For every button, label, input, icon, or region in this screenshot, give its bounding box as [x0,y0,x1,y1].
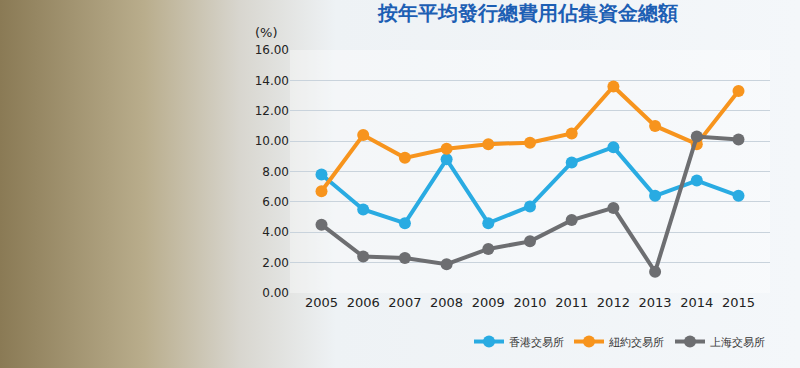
svg-text:2012: 2012 [597,295,630,310]
svg-text:14.00: 14.00 [255,74,289,88]
svg-text:12.00: 12.00 [255,104,289,118]
svg-text:2013: 2013 [639,295,672,310]
svg-text:8.00: 8.00 [262,165,289,179]
svg-text:2008: 2008 [430,295,463,310]
svg-text:10.00: 10.00 [255,134,289,148]
svg-text:2010: 2010 [513,295,546,310]
svg-text:16.00: 16.00 [255,43,289,57]
svg-text:2006: 2006 [347,295,380,310]
svg-text:(%): (%) [255,25,278,40]
svg-text:4.00: 4.00 [262,225,289,239]
svg-text:2015: 2015 [722,295,755,310]
svg-text:2005: 2005 [305,295,338,310]
svg-text:按年平均發行總費用佔集資金總額: 按年平均發行總費用佔集資金總額 [377,1,678,25]
svg-text:0.00: 0.00 [262,286,289,300]
svg-text:2011: 2011 [555,295,588,310]
svg-text:2.00: 2.00 [262,256,289,270]
svg-text:2009: 2009 [472,295,505,310]
svg-text:6.00: 6.00 [262,195,289,209]
svg-text:香港交易所: 香港交易所 [509,336,564,349]
svg-text:2014: 2014 [680,295,713,310]
svg-text:2007: 2007 [388,295,421,310]
svg-text:上海交易所: 上海交易所 [710,336,765,349]
svg-text:紐約交易所: 紐約交易所 [608,336,664,349]
